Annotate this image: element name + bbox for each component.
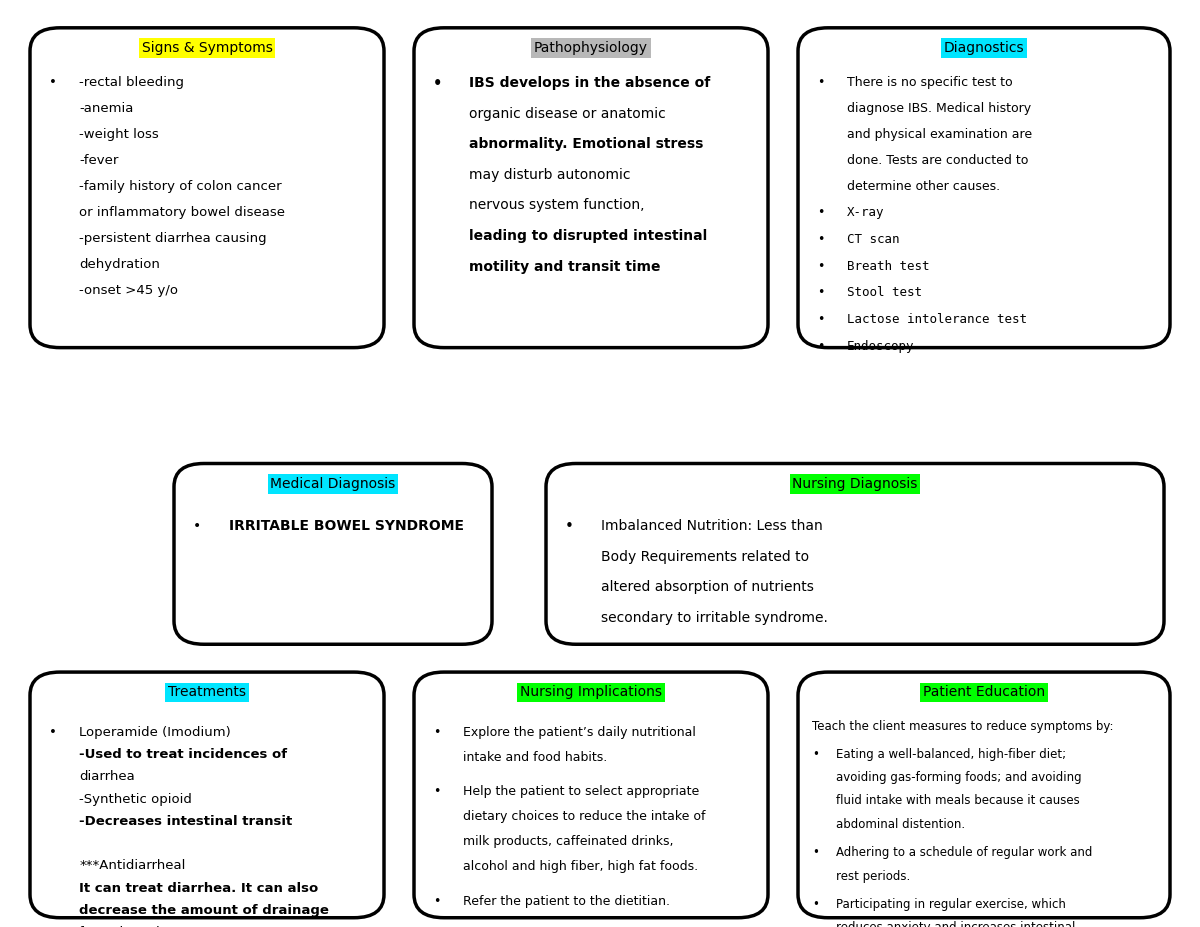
- FancyBboxPatch shape: [174, 464, 492, 644]
- Text: determine other causes.: determine other causes.: [847, 180, 1001, 193]
- Text: IRRITABLE BOWEL SYNDROME: IRRITABLE BOWEL SYNDROME: [229, 519, 464, 533]
- Text: Nursing Diagnosis: Nursing Diagnosis: [792, 476, 918, 491]
- Text: •: •: [817, 260, 824, 273]
- Text: -onset >45 y/o: -onset >45 y/o: [79, 284, 178, 297]
- Text: -weight loss: -weight loss: [79, 128, 158, 141]
- Text: diarrhea: diarrhea: [79, 770, 134, 783]
- Text: •: •: [433, 76, 443, 91]
- Text: IBS develops in the absence of: IBS develops in the absence of: [469, 76, 710, 90]
- Text: reduces anxiety and increases intestinal: reduces anxiety and increases intestinal: [836, 921, 1075, 927]
- Text: abdominal distention.: abdominal distention.: [836, 818, 966, 831]
- Text: dehydration: dehydration: [79, 258, 160, 271]
- Text: intake and food habits.: intake and food habits.: [463, 751, 607, 764]
- Text: dietary choices to reduce the intake of: dietary choices to reduce the intake of: [463, 810, 706, 823]
- Text: Imbalanced Nutrition: Less than: Imbalanced Nutrition: Less than: [601, 519, 823, 533]
- FancyBboxPatch shape: [30, 672, 384, 918]
- Text: Teach the client measures to reduce symptoms by:: Teach the client measures to reduce symp…: [812, 720, 1114, 733]
- Text: may disturb autonomic: may disturb autonomic: [469, 168, 631, 182]
- Text: from the colostomy.: from the colostomy.: [79, 926, 211, 927]
- Text: Diagnostics: Diagnostics: [943, 41, 1025, 56]
- Text: Stool test: Stool test: [847, 286, 923, 299]
- Text: Body Requirements related to: Body Requirements related to: [601, 550, 809, 564]
- Text: leading to disrupted intestinal: leading to disrupted intestinal: [469, 229, 708, 243]
- Text: •: •: [817, 233, 824, 246]
- Text: Eating a well-balanced, high-fiber diet;: Eating a well-balanced, high-fiber diet;: [836, 748, 1067, 761]
- FancyBboxPatch shape: [798, 672, 1170, 918]
- Text: abnormality. Emotional stress: abnormality. Emotional stress: [469, 137, 703, 151]
- Text: Refer the patient to the dietitian.: Refer the patient to the dietitian.: [463, 895, 671, 908]
- Text: fluid intake with meals because it causes: fluid intake with meals because it cause…: [836, 794, 1080, 807]
- FancyBboxPatch shape: [30, 28, 384, 348]
- Text: altered absorption of nutrients: altered absorption of nutrients: [601, 580, 814, 594]
- Text: Endoscopy: Endoscopy: [847, 340, 914, 353]
- Text: -fever: -fever: [79, 154, 119, 167]
- Text: •: •: [817, 76, 824, 89]
- Text: Adhering to a schedule of regular work and: Adhering to a schedule of regular work a…: [836, 846, 1093, 859]
- Text: Explore the patient’s daily nutritional: Explore the patient’s daily nutritional: [463, 726, 696, 739]
- Text: •: •: [433, 726, 440, 739]
- Text: -rectal bleeding: -rectal bleeding: [79, 76, 185, 89]
- Text: -family history of colon cancer: -family history of colon cancer: [79, 180, 282, 193]
- Text: Loperamide (Imodium): Loperamide (Imodium): [79, 726, 230, 739]
- Text: •: •: [193, 519, 202, 533]
- Text: Help the patient to select appropriate: Help the patient to select appropriate: [463, 785, 700, 798]
- Text: and physical examination are: and physical examination are: [847, 128, 1032, 141]
- Text: decrease the amount of drainage: decrease the amount of drainage: [79, 904, 329, 917]
- Text: Signs & Symptoms: Signs & Symptoms: [142, 41, 272, 56]
- Text: CT scan: CT scan: [847, 233, 900, 246]
- Text: Lactose intolerance test: Lactose intolerance test: [847, 313, 1027, 326]
- Text: Participating in regular exercise, which: Participating in regular exercise, which: [836, 898, 1067, 911]
- Text: •: •: [565, 519, 574, 534]
- FancyBboxPatch shape: [798, 28, 1170, 348]
- Text: Breath test: Breath test: [847, 260, 930, 273]
- Text: •: •: [812, 846, 820, 859]
- Text: alcohol and high fiber, high fat foods.: alcohol and high fiber, high fat foods.: [463, 860, 698, 873]
- Text: avoiding gas-forming foods; and avoiding: avoiding gas-forming foods; and avoiding: [836, 771, 1082, 784]
- Text: diagnose IBS. Medical history: diagnose IBS. Medical history: [847, 102, 1031, 115]
- Text: •: •: [49, 76, 58, 89]
- Text: •: •: [817, 340, 824, 353]
- Text: Pathophysiology: Pathophysiology: [534, 41, 648, 56]
- Text: -Decreases intestinal transit: -Decreases intestinal transit: [79, 815, 293, 828]
- Text: Nursing Implications: Nursing Implications: [520, 685, 662, 700]
- Text: X-ray: X-ray: [847, 206, 884, 219]
- Text: nervous system function,: nervous system function,: [469, 198, 644, 212]
- Text: •: •: [812, 898, 820, 911]
- Text: motility and transit time: motility and transit time: [469, 260, 661, 273]
- Text: Patient Education: Patient Education: [923, 685, 1045, 700]
- Text: •: •: [433, 785, 440, 798]
- Text: •: •: [817, 286, 824, 299]
- Text: •: •: [812, 748, 820, 761]
- Text: organic disease or anatomic: organic disease or anatomic: [469, 107, 666, 121]
- Text: secondary to irritable syndrome.: secondary to irritable syndrome.: [601, 611, 828, 625]
- Text: •: •: [433, 895, 440, 908]
- Text: •: •: [817, 206, 824, 219]
- FancyBboxPatch shape: [546, 464, 1164, 644]
- Text: -Synthetic opioid: -Synthetic opioid: [79, 793, 192, 806]
- Text: -persistent diarrhea causing: -persistent diarrhea causing: [79, 232, 266, 245]
- Text: It can treat diarrhea. It can also: It can treat diarrhea. It can also: [79, 882, 318, 895]
- Text: -Used to treat incidences of: -Used to treat incidences of: [79, 748, 287, 761]
- Text: •: •: [49, 726, 58, 739]
- FancyBboxPatch shape: [414, 672, 768, 918]
- Text: Treatments: Treatments: [168, 685, 246, 700]
- Text: rest periods.: rest periods.: [836, 870, 911, 883]
- Text: Medical Diagnosis: Medical Diagnosis: [270, 476, 396, 491]
- Text: milk products, caffeinated drinks,: milk products, caffeinated drinks,: [463, 835, 673, 848]
- FancyBboxPatch shape: [414, 28, 768, 348]
- Text: There is no specific test to: There is no specific test to: [847, 76, 1013, 89]
- Text: done. Tests are conducted to: done. Tests are conducted to: [847, 154, 1028, 167]
- Text: •: •: [817, 313, 824, 326]
- Text: or inflammatory bowel disease: or inflammatory bowel disease: [79, 206, 286, 219]
- Text: -anemia: -anemia: [79, 102, 133, 115]
- Text: ***Antidiarrheal: ***Antidiarrheal: [79, 859, 186, 872]
